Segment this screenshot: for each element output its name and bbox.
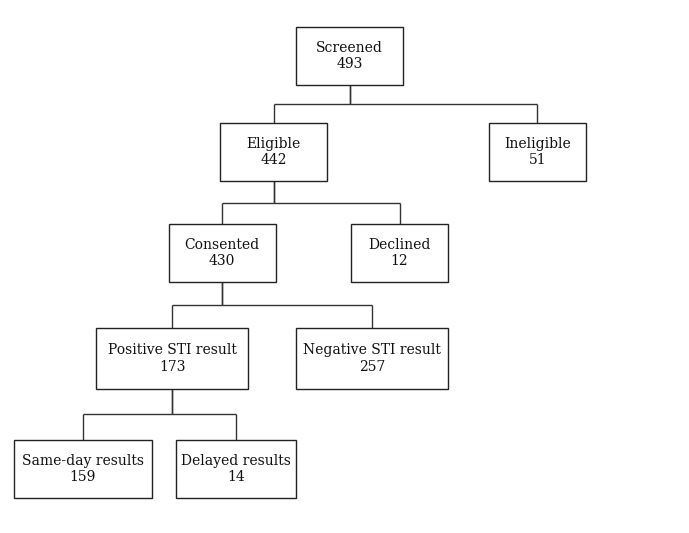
- Text: Declined
12: Declined 12: [369, 238, 431, 268]
- Text: Ineligible
51: Ineligible 51: [504, 137, 570, 167]
- Text: Negative STI result
257: Negative STI result 257: [303, 343, 441, 374]
- FancyBboxPatch shape: [489, 123, 586, 181]
- FancyBboxPatch shape: [296, 27, 403, 85]
- FancyBboxPatch shape: [169, 224, 276, 282]
- Text: Positive STI result
173: Positive STI result 173: [107, 343, 237, 374]
- Text: Same-day results
159: Same-day results 159: [21, 454, 144, 484]
- Text: Consented
430: Consented 430: [185, 238, 260, 268]
- FancyBboxPatch shape: [220, 123, 327, 181]
- FancyBboxPatch shape: [14, 440, 152, 498]
- FancyBboxPatch shape: [351, 224, 448, 282]
- FancyBboxPatch shape: [296, 328, 448, 389]
- FancyBboxPatch shape: [176, 440, 296, 498]
- Text: Screened
493: Screened 493: [316, 41, 383, 71]
- Text: Eligible
442: Eligible 442: [247, 137, 301, 167]
- Text: Delayed results
14: Delayed results 14: [181, 454, 291, 484]
- FancyBboxPatch shape: [96, 328, 248, 389]
